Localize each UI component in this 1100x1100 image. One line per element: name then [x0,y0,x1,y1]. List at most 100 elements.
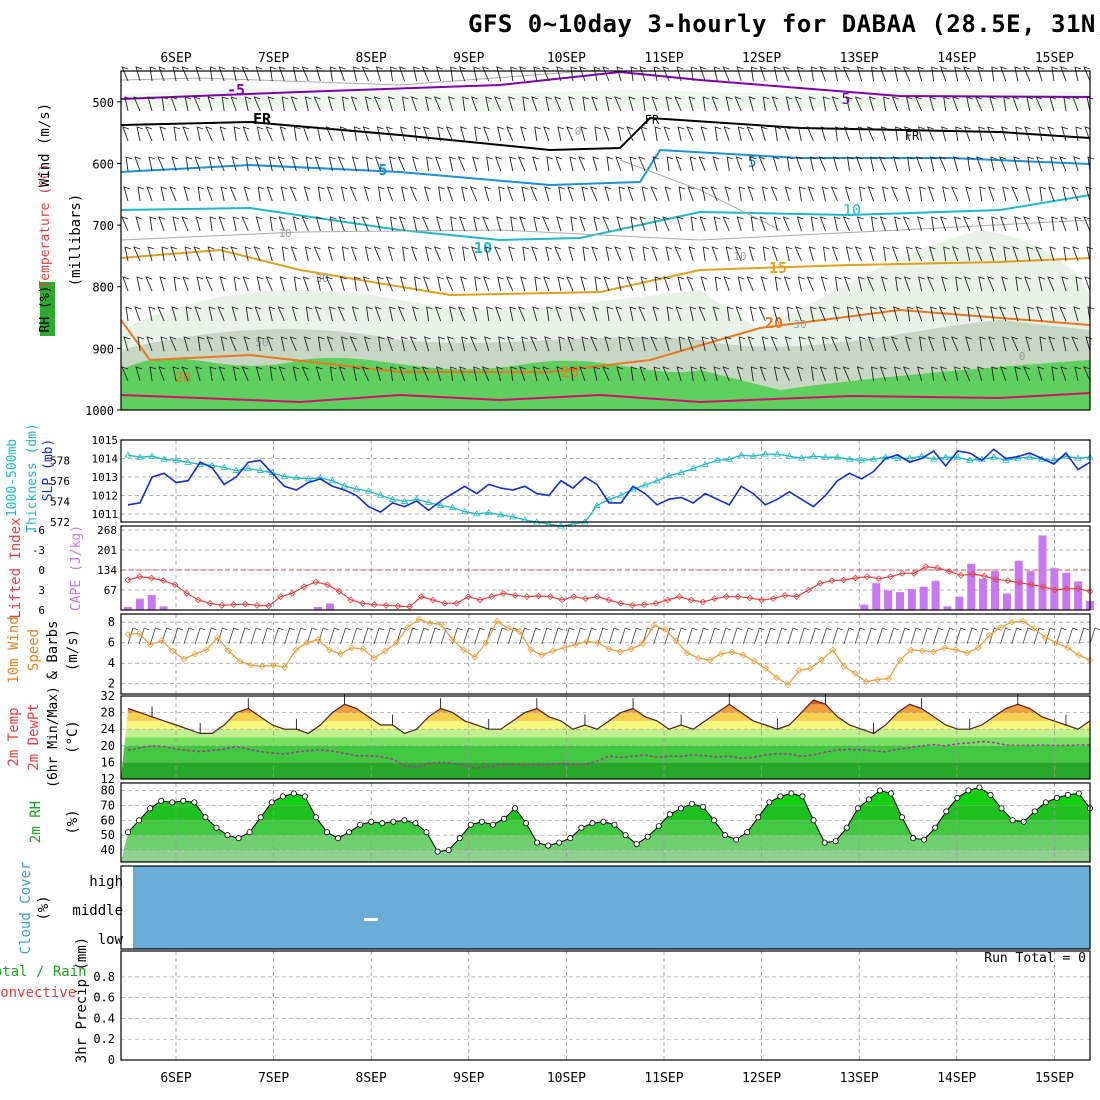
wind-barb-10m [597,627,608,645]
wind-barb-10m [172,627,183,645]
lifted-index-point [711,595,718,603]
lifted-index-point [241,600,249,608]
wind-barb-10m [530,627,541,645]
wind-tick-label: 8 [108,615,115,629]
label-lifted-index: Lifted Index [8,517,24,618]
lifted-index-point [406,603,413,611]
rh-point [655,823,662,830]
wind-speed-point [124,631,132,638]
wind-barb-10m [418,627,429,645]
wind-barb-10m [161,627,172,645]
wind-speed-point [370,654,378,662]
rh-point [390,818,397,825]
thickness-point [653,477,661,484]
wind-speed-point [1041,634,1049,641]
lifted-index-point [957,571,965,579]
wind-speed-point [717,650,725,658]
rh-line [127,786,1091,853]
isotherm-line [120,148,1091,187]
precip-tick-label: 0.2 [93,1032,115,1046]
lifted-index-point [335,587,343,595]
wind-speed-point [426,619,434,627]
rh-shade-upper [121,87,1090,112]
wind-barb-10m [138,627,150,645]
top-date-14SEP: 14SEP [937,51,976,66]
wind-speed-point [661,625,669,633]
rh-point [611,821,618,828]
cape-bar [990,571,999,610]
wind-speed-point [549,647,557,655]
thickness-point [833,453,842,460]
rh-point [136,817,143,824]
label-precip: 3hr Precip (mm) [74,937,90,1063]
wind-barb-10m [877,627,888,645]
wind-barb-10m [653,627,664,645]
li-tick-label: -6 [32,524,45,537]
rh-point [1053,794,1060,801]
thickness-point [148,452,156,459]
cape-bar [314,607,323,610]
top-date-10SEP: 10SEP [547,51,586,66]
wind-speed-point [325,646,333,654]
wind-barb-10m [955,627,966,645]
wind-speed-point [773,674,781,681]
wind-barb-10m [899,627,910,645]
rh-point [810,817,817,824]
wind-speed-point [381,647,389,655]
cape-bar [159,606,168,610]
wind-speed-point [605,645,613,653]
label-cloud-cover: Cloud Cover [18,862,34,955]
wind-barb-10m [664,627,676,645]
rh-point [799,793,806,800]
wind10m-frame [120,613,1091,695]
wind-barb-10m [474,627,485,645]
cape-bar [135,598,144,610]
rh-point [1020,818,1027,825]
bottom-date-10SEP: 10SEP [547,1071,586,1086]
lifted-index-point [617,599,625,607]
wind-barb-10m [273,627,284,645]
wind-speed-point [594,639,602,647]
wind-speed-point [739,651,747,659]
cape-bar [1038,535,1047,610]
lifted-index-point [781,591,789,599]
wind-barb-10m [127,627,139,645]
wind-tick-label: 4 [108,656,115,670]
label-temperature: Temperature (°C) [38,163,53,288]
label-slp: SLP (mb) [41,439,56,502]
cape-bar [895,592,904,610]
wind-speed-point [829,646,837,654]
rh-point [224,832,231,839]
wind-speed-point [639,640,646,648]
wind-speed-point [885,675,893,683]
wind-speed-point [359,645,367,653]
lifted-index-point [1039,583,1047,591]
cape-bar [872,583,881,610]
wind-speed-point [247,661,255,669]
wind-speed-point [214,634,221,641]
rh-point [290,790,297,797]
precip-tick-label: 0.8 [93,970,115,984]
label-convective: Convective [0,985,76,1001]
label-minmax: (6hr Min/Max) [46,686,61,788]
label-millibars: (millibars) [68,194,84,287]
top-date-12SEP: 12SEP [742,51,781,66]
rh-point [434,848,441,855]
wind-barb-10m [1011,627,1022,645]
rh-point [777,793,784,800]
wind-barb-10m [798,627,810,645]
wind-barb-10m [250,627,262,645]
cape-bar [955,596,964,610]
label-2m-temp: 2m Temp [6,707,22,766]
wind-speed-point [728,648,736,656]
rh-point [357,821,364,828]
thickness-point [1050,456,1058,463]
lifted-index-point [523,593,531,601]
thickness-point [990,453,998,460]
lifted-index-point [734,593,742,601]
li-tick-label: 0 [38,564,45,577]
lifted-index-point [359,599,367,607]
wind-barb-10m [709,627,720,645]
wind-speed-point [818,656,825,664]
thickness-point [1074,454,1082,461]
